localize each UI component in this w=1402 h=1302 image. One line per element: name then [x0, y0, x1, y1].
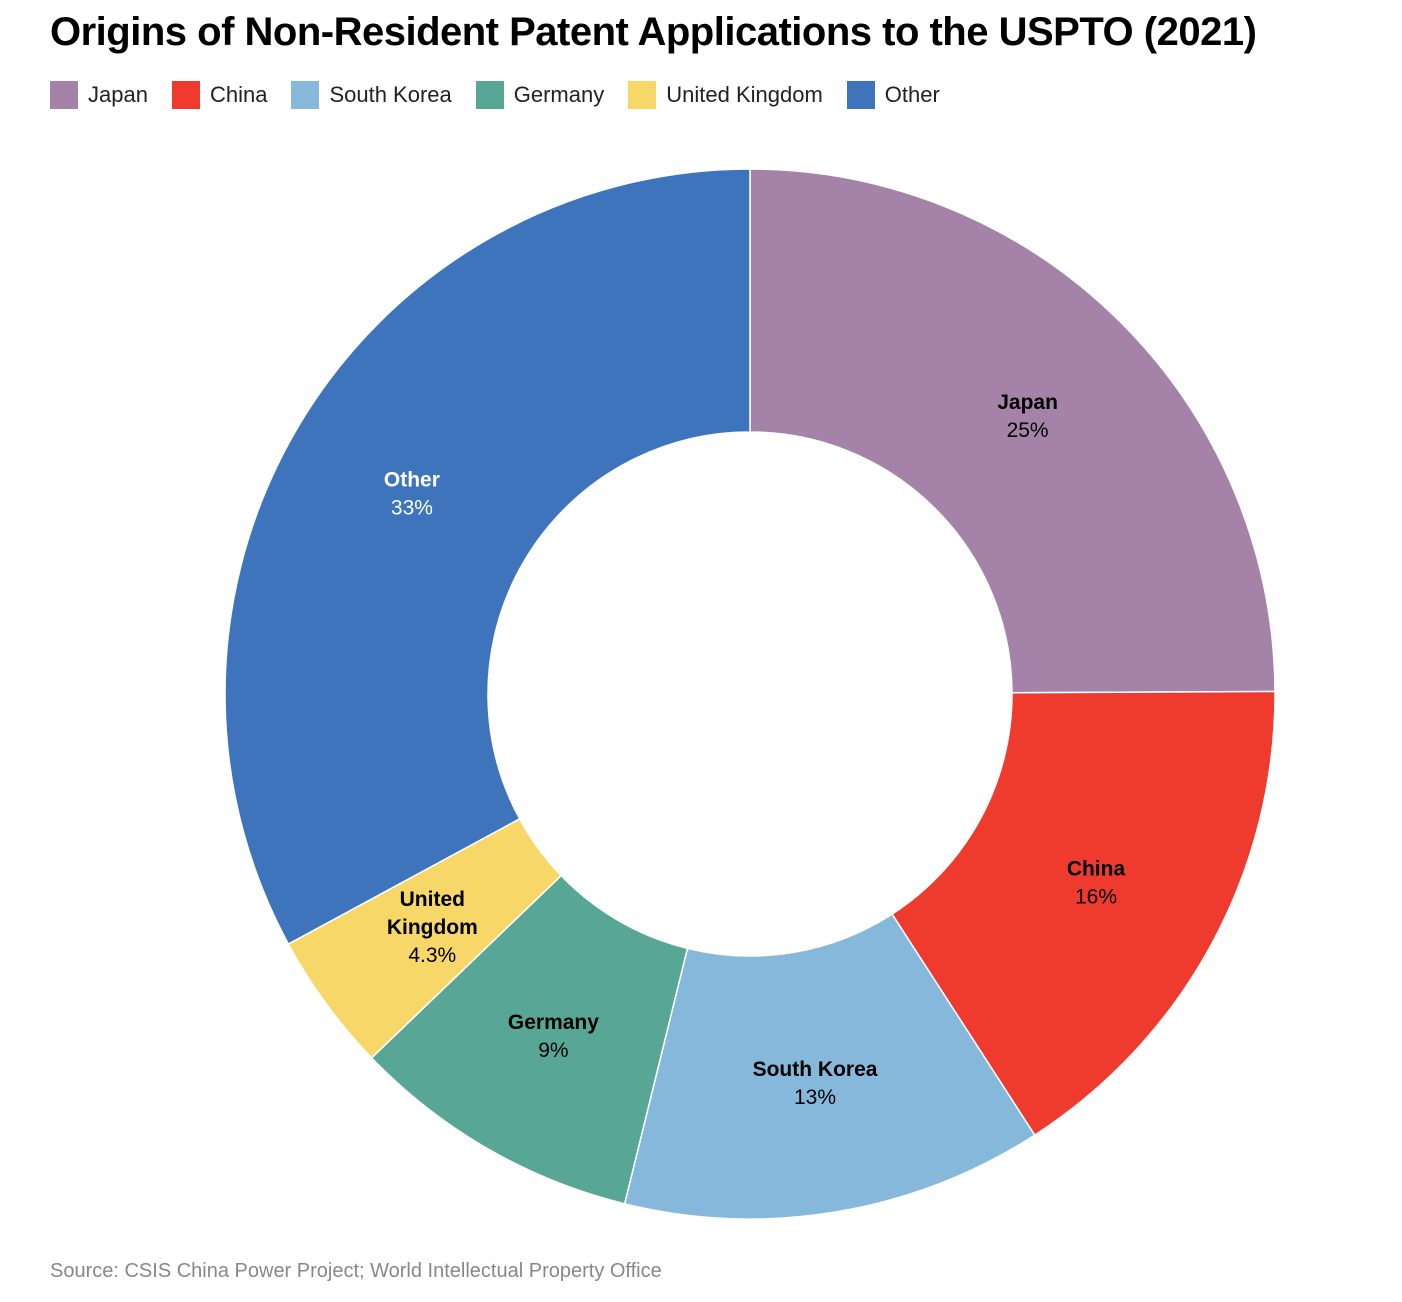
- slice-other: [224, 168, 751, 946]
- legend-swatch: [475, 81, 504, 109]
- chart-legend: Japan China South Korea Germany United Kingd…: [50, 80, 964, 110]
- slice-label-other: Other 33%: [384, 469, 440, 520]
- slice-china: [891, 690, 1276, 1137]
- legend-swatch: [291, 81, 320, 109]
- slice-category-label: Kingdom: [387, 916, 478, 939]
- slice-category-label: United: [400, 888, 465, 911]
- slice-category-label: Other: [384, 469, 440, 492]
- legend-label: Germany: [513, 82, 605, 107]
- legend-item-other: Other: [846, 81, 940, 109]
- slice-value-label: 4.3%: [408, 944, 456, 967]
- chart-title: Origins of Non-Resident Patent Applicati…: [50, 10, 1257, 54]
- legend-label: Japan: [88, 82, 148, 107]
- legend-swatch: [50, 81, 78, 109]
- legend-item-germany: Germany: [475, 81, 605, 109]
- legend-item-united-kingdom: United Kingdom: [628, 81, 823, 109]
- legend-swatch: [171, 81, 200, 109]
- slice-value-label: 25%: [1007, 419, 1049, 442]
- slice-germany: [370, 874, 689, 1205]
- legend-label: China: [209, 82, 268, 107]
- slice-label-south-korea: South Korea 13%: [753, 1058, 878, 1109]
- slice-label-germany: Germany 9%: [508, 1011, 599, 1062]
- slice-label-japan: Japan 25%: [997, 391, 1058, 442]
- slice-japan: [749, 168, 1276, 694]
- slice-category-label: Germany: [508, 1011, 599, 1034]
- slice-category-label: Japan: [997, 391, 1058, 414]
- legend-label: South Korea: [329, 82, 452, 107]
- slice-label-united-kingdom: United Kingdom 4.3%: [387, 888, 478, 967]
- slice-value-label: 13%: [794, 1086, 836, 1109]
- slice-value-label: 33%: [391, 497, 433, 520]
- legend-item-china: China: [171, 81, 268, 109]
- source-note: Source: CSIS China Power Project; World …: [50, 1260, 662, 1282]
- legend-item-south-korea: South Korea: [291, 81, 452, 109]
- slice-value-label: 9%: [538, 1039, 568, 1062]
- legend-swatch: [628, 81, 657, 109]
- slice-label-china: China 16%: [1067, 857, 1126, 908]
- legend-swatch: [846, 81, 875, 109]
- slice-south-korea: [623, 913, 1036, 1220]
- slice-category-label: South Korea: [753, 1058, 878, 1081]
- legend-label: Other: [884, 82, 940, 107]
- slice-value-label: 16%: [1075, 885, 1117, 908]
- legend-label: United Kingdom: [666, 82, 823, 107]
- slice-category-label: China: [1067, 857, 1126, 880]
- legend-item-japan: Japan: [50, 81, 148, 109]
